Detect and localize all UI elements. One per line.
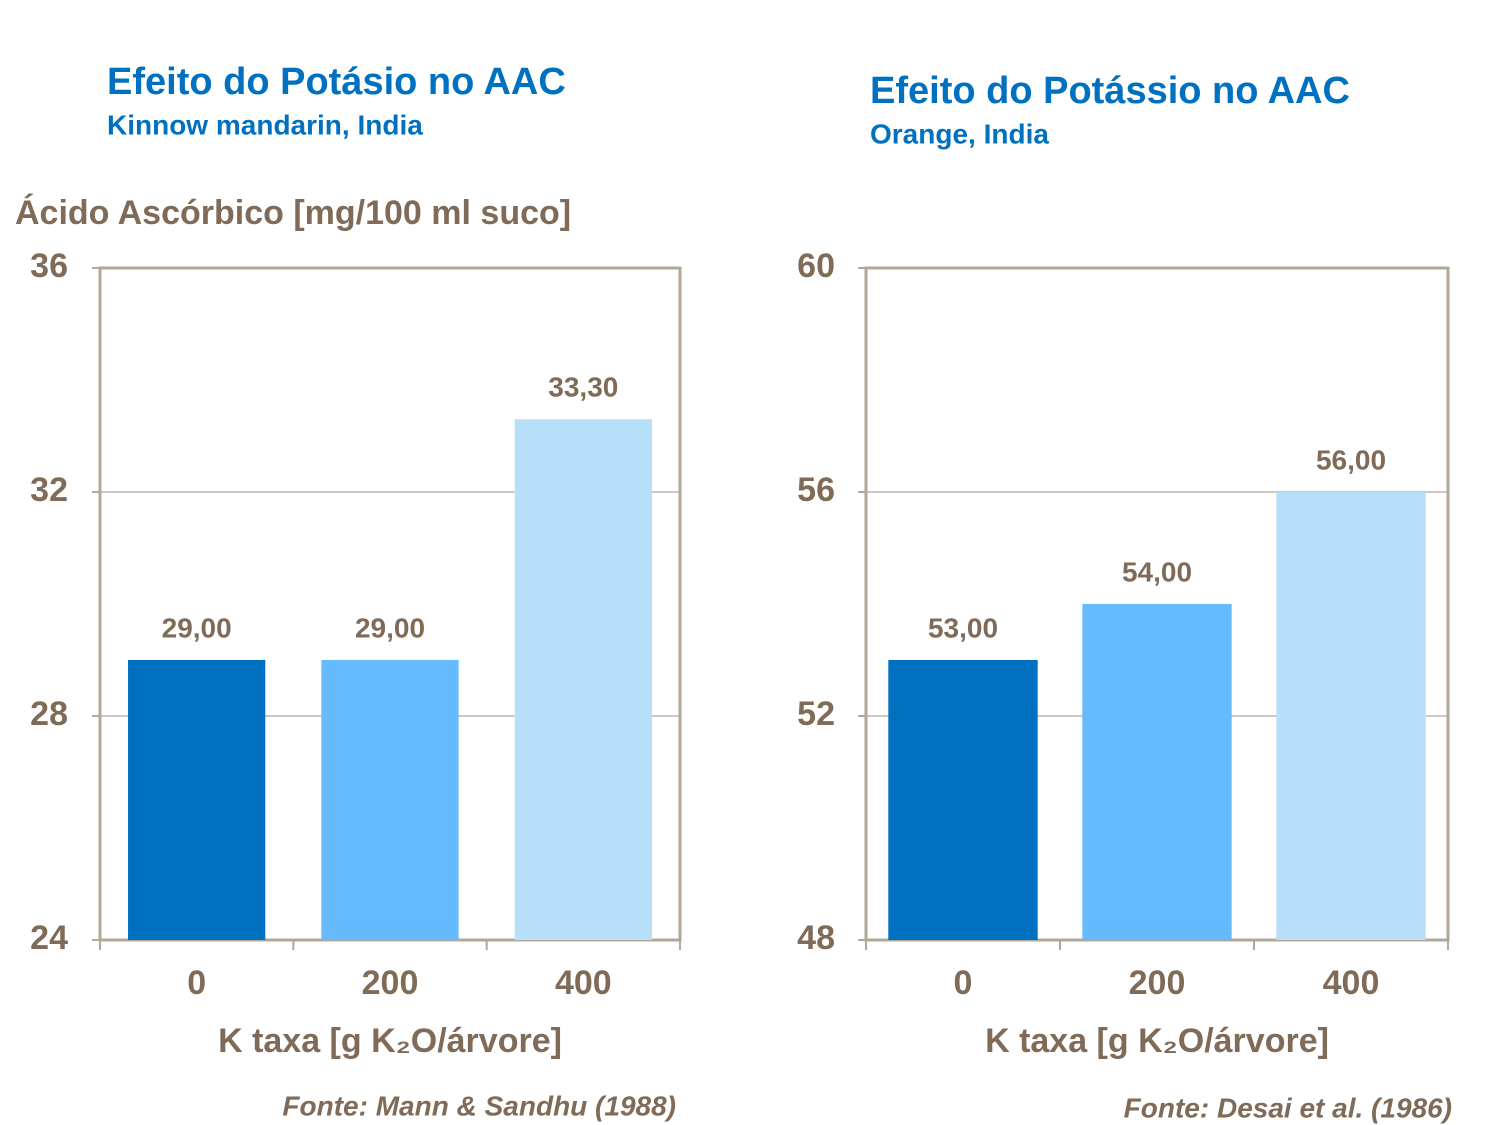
bar	[514, 419, 652, 940]
chart-title: Efeito do Potásio no AAC	[107, 61, 566, 103]
y-tick-label: 24	[30, 919, 68, 957]
source-note: Fonte: Mann & Sandhu (1988)	[282, 1090, 676, 1121]
chart-subtitle: Orange, India	[870, 118, 1049, 149]
x-tick-label: 400	[1323, 964, 1380, 1002]
bar	[321, 660, 459, 940]
bar	[128, 660, 266, 940]
x-tick-label: 400	[555, 964, 612, 1002]
y-tick-label: 56	[797, 471, 835, 509]
chart-subtitle: Kinnow mandarin, India	[107, 109, 423, 140]
x-axis-label: K taxa [g K₂O/árvore]	[985, 1022, 1329, 1060]
bar	[1082, 604, 1232, 940]
y-tick-label: 32	[30, 471, 68, 509]
value-label: 54,00	[1122, 556, 1192, 587]
bar	[1276, 492, 1426, 940]
value-label: 29,00	[355, 612, 425, 643]
value-label: 53,00	[928, 612, 998, 643]
source-note: Fonte: Desai et al. (1986)	[1124, 1092, 1452, 1123]
x-tick-label: 0	[187, 964, 206, 1002]
y-tick-label: 60	[797, 247, 835, 285]
y-tick-label: 48	[797, 919, 835, 957]
y-axis-label: Ácido Ascórbico [mg/100 ml suco]	[15, 194, 571, 232]
value-label: 29,00	[162, 612, 232, 643]
bar	[888, 660, 1038, 940]
value-label: 33,30	[548, 372, 618, 403]
x-tick-label: 0	[954, 964, 973, 1002]
y-tick-label: 52	[797, 695, 835, 733]
chart-title: Efeito do Potássio no AAC	[870, 70, 1350, 112]
y-tick-label: 28	[30, 695, 68, 733]
x-tick-label: 200	[1129, 964, 1186, 1002]
x-tick-label: 200	[362, 964, 419, 1002]
x-axis-label: K taxa [g K₂O/árvore]	[218, 1022, 562, 1060]
y-tick-label: 36	[30, 247, 68, 285]
value-label: 56,00	[1316, 444, 1386, 475]
